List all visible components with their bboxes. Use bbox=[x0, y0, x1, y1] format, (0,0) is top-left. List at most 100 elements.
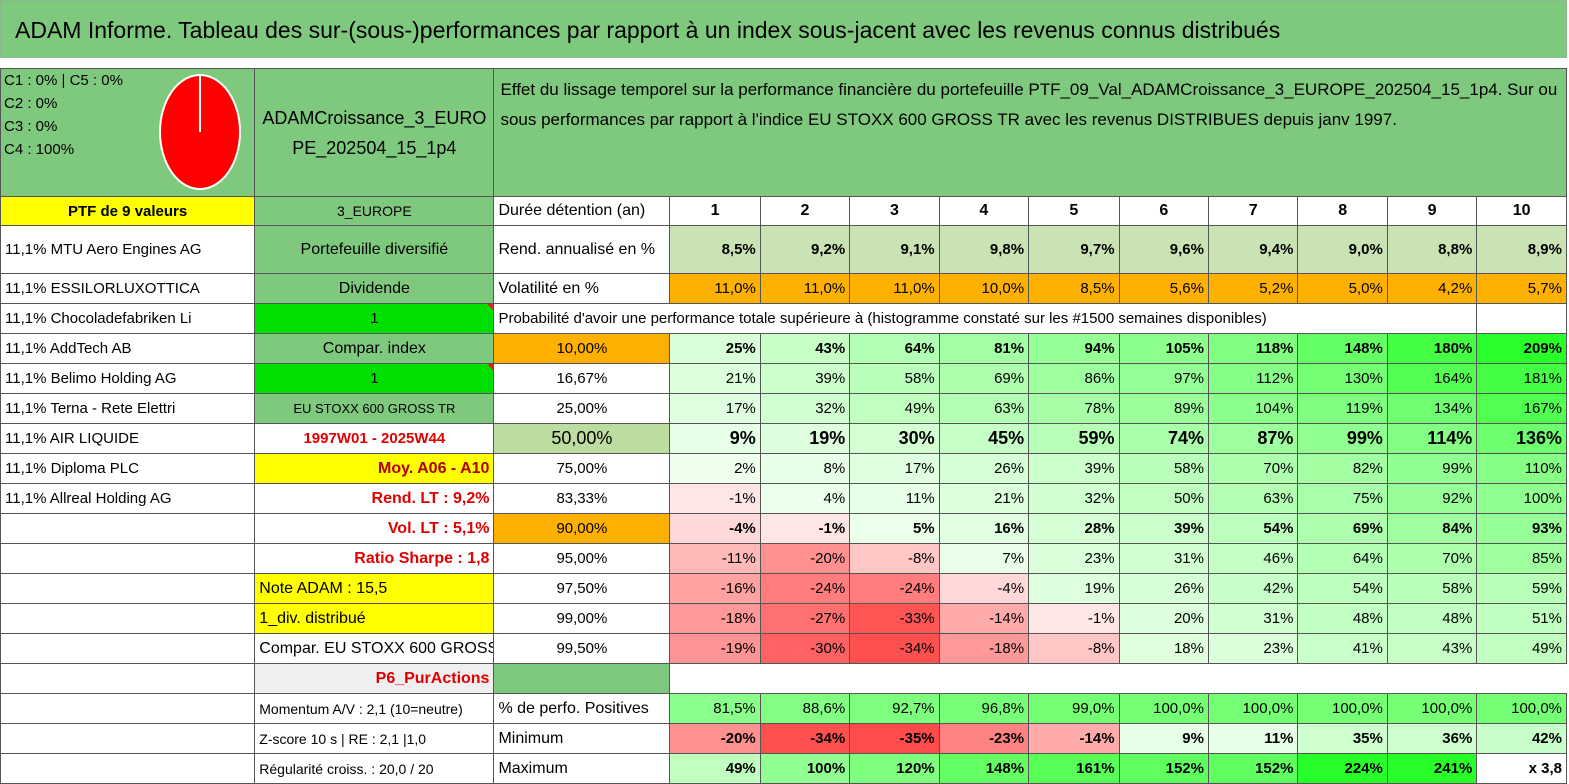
min-value: 35% bbox=[1297, 723, 1388, 754]
positives-value: 92,7% bbox=[849, 693, 940, 724]
max-label: Maximum bbox=[493, 753, 671, 784]
proba-value: 84% bbox=[1386, 513, 1478, 544]
dividend-label: Dividende bbox=[254, 273, 495, 304]
vol-lt: Vol. LT : 5,1% bbox=[254, 513, 495, 544]
compar-value: 1 bbox=[254, 363, 495, 394]
proba-value: 51% bbox=[1476, 603, 1567, 634]
proba-value: 18% bbox=[1118, 633, 1209, 664]
rend-value: 8,9% bbox=[1476, 225, 1567, 274]
dividend-value: 1 bbox=[254, 303, 495, 334]
p6-label: P6_PurActions bbox=[254, 663, 495, 694]
min-value: 11% bbox=[1207, 723, 1299, 754]
rend-lt: Rend. LT : 9,2% bbox=[254, 483, 495, 514]
proba-value: 97% bbox=[1118, 363, 1209, 394]
proba-value: 58% bbox=[1386, 573, 1478, 604]
vol-value: 10,0% bbox=[938, 273, 1030, 304]
proba-value: 43% bbox=[759, 333, 851, 364]
proba-value: 64% bbox=[1297, 543, 1388, 574]
proba-value: -1% bbox=[669, 483, 761, 514]
proba-value: 45% bbox=[938, 423, 1030, 454]
empty-cell bbox=[0, 693, 256, 724]
max-value: 152% bbox=[1118, 753, 1209, 784]
proba-value: 119% bbox=[1297, 393, 1388, 424]
period: 1997W01 - 2025W44 bbox=[254, 423, 495, 454]
proba-value: 181% bbox=[1476, 363, 1567, 394]
max-value: 224% bbox=[1297, 753, 1388, 784]
probability-level: 97,50% bbox=[493, 573, 671, 604]
rend-value: 9,4% bbox=[1207, 225, 1299, 274]
min-value: -34% bbox=[759, 723, 851, 754]
proba-value: 89% bbox=[1118, 393, 1209, 424]
proba-value: 74% bbox=[1118, 423, 1209, 454]
holding: 11,1% Diploma PLC bbox=[0, 453, 256, 484]
proba-value: 39% bbox=[1118, 513, 1209, 544]
proba-value: 9% bbox=[669, 423, 761, 454]
proba-value: 130% bbox=[1297, 363, 1388, 394]
min-value: -35% bbox=[849, 723, 940, 754]
positives-value: 81,5% bbox=[669, 693, 761, 724]
proba-value: -4% bbox=[938, 573, 1030, 604]
proba-value: 49% bbox=[849, 393, 940, 424]
proba-value: 32% bbox=[1028, 483, 1120, 514]
regularite: Régularité croiss. : 20,0 / 20 bbox=[254, 753, 495, 784]
proba-value: 82% bbox=[1297, 453, 1388, 484]
proba-value: 69% bbox=[938, 363, 1030, 394]
proba-value: -18% bbox=[669, 603, 761, 634]
proba-value: -1% bbox=[1028, 603, 1120, 634]
proba-value: 134% bbox=[1386, 393, 1478, 424]
year-header: 4 bbox=[938, 196, 1030, 226]
probability-level: 75,00% bbox=[493, 453, 671, 484]
proba-value: -11% bbox=[669, 543, 761, 574]
proba-value: 39% bbox=[759, 363, 851, 394]
proba-value: 58% bbox=[1118, 453, 1209, 484]
max-value: x 3,8 bbox=[1476, 753, 1567, 784]
year-header: 3 bbox=[849, 196, 940, 226]
proba-value: 180% bbox=[1386, 333, 1478, 364]
proba-value: 25% bbox=[669, 333, 761, 364]
probability-level: 25,00% bbox=[493, 393, 671, 424]
vol-value: 5,2% bbox=[1207, 273, 1299, 304]
portfolio-count: PTF de 9 valeurs bbox=[0, 196, 256, 226]
proba-value: 54% bbox=[1297, 573, 1388, 604]
duration-label: Durée détention (an) bbox=[493, 196, 671, 226]
legend-line: C4 : 100% bbox=[4, 141, 75, 158]
positives-value: 100,0% bbox=[1476, 693, 1567, 724]
max-value: 49% bbox=[669, 753, 761, 784]
empty-cell bbox=[939, 664, 1028, 694]
positives-value: 96,8% bbox=[938, 693, 1030, 724]
proba-value: 46% bbox=[1207, 543, 1299, 574]
empty-cell bbox=[760, 664, 849, 694]
empty-cell bbox=[0, 513, 256, 544]
proba-value: 30% bbox=[849, 423, 940, 454]
min-value: -14% bbox=[1028, 723, 1120, 754]
proba-value: -4% bbox=[669, 513, 761, 544]
proba-value: 2% bbox=[669, 453, 761, 484]
rend-value: 9,2% bbox=[759, 225, 851, 274]
proba-value: 148% bbox=[1297, 333, 1388, 364]
proba-value: 164% bbox=[1386, 363, 1478, 394]
year-header: 10 bbox=[1476, 196, 1567, 226]
empty-cell bbox=[670, 664, 760, 694]
proba-value: -16% bbox=[669, 573, 761, 604]
positives-value: 100,0% bbox=[1297, 693, 1388, 724]
proba-value: 100% bbox=[1476, 483, 1567, 514]
proba-value: 48% bbox=[1386, 603, 1478, 634]
empty-cell bbox=[493, 663, 671, 694]
proba-value: 209% bbox=[1476, 333, 1567, 364]
proba-value: 23% bbox=[1207, 633, 1299, 664]
proba-value: 118% bbox=[1207, 333, 1299, 364]
compar-label: Compar. index bbox=[254, 333, 495, 364]
proba-value: 99% bbox=[1297, 423, 1388, 454]
proba-value: 93% bbox=[1476, 513, 1567, 544]
proba-value: 7% bbox=[938, 543, 1030, 574]
positives-value: 88,6% bbox=[759, 693, 851, 724]
proba-value: 75% bbox=[1297, 483, 1388, 514]
proba-value: -24% bbox=[849, 573, 940, 604]
holding: 11,1% Terna - Rete Elettri bbox=[0, 393, 256, 424]
proba-value: 16% bbox=[938, 513, 1030, 544]
year-header: 9 bbox=[1386, 196, 1478, 226]
positives-label: % de perfo. Positives bbox=[493, 693, 671, 724]
rend-value: 8,5% bbox=[669, 225, 761, 274]
proba-value: -27% bbox=[759, 603, 851, 634]
positives-value: 100,0% bbox=[1386, 693, 1478, 724]
